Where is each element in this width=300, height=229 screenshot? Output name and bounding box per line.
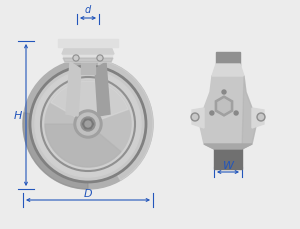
Circle shape — [35, 72, 141, 177]
Polygon shape — [204, 144, 252, 149]
Polygon shape — [62, 45, 114, 55]
Circle shape — [23, 60, 153, 189]
Wedge shape — [45, 124, 121, 167]
Polygon shape — [200, 77, 256, 149]
Polygon shape — [81, 63, 95, 75]
Circle shape — [74, 111, 102, 138]
Text: W: W — [223, 160, 233, 170]
Circle shape — [45, 82, 131, 167]
Text: H: H — [14, 111, 22, 120]
Polygon shape — [63, 55, 113, 63]
Circle shape — [193, 115, 197, 120]
Wedge shape — [23, 113, 88, 189]
Circle shape — [85, 121, 91, 128]
Circle shape — [222, 91, 226, 95]
Circle shape — [191, 114, 199, 121]
Circle shape — [234, 112, 238, 115]
Circle shape — [77, 114, 99, 135]
Polygon shape — [192, 109, 204, 128]
Circle shape — [259, 115, 263, 120]
Polygon shape — [242, 77, 256, 149]
Polygon shape — [216, 53, 240, 67]
Polygon shape — [95, 63, 110, 117]
Circle shape — [257, 114, 265, 121]
Circle shape — [97, 56, 103, 62]
Wedge shape — [88, 61, 153, 180]
Circle shape — [98, 57, 102, 60]
Circle shape — [74, 57, 78, 60]
Polygon shape — [63, 59, 113, 63]
Circle shape — [81, 117, 95, 131]
Polygon shape — [214, 147, 242, 169]
Text: D: D — [84, 188, 92, 198]
Polygon shape — [212, 65, 244, 77]
Wedge shape — [51, 82, 128, 124]
Polygon shape — [252, 109, 264, 128]
Polygon shape — [58, 40, 118, 48]
Circle shape — [73, 56, 79, 62]
Text: d: d — [85, 5, 91, 15]
Circle shape — [210, 112, 214, 115]
Circle shape — [30, 67, 146, 182]
Polygon shape — [66, 63, 81, 117]
